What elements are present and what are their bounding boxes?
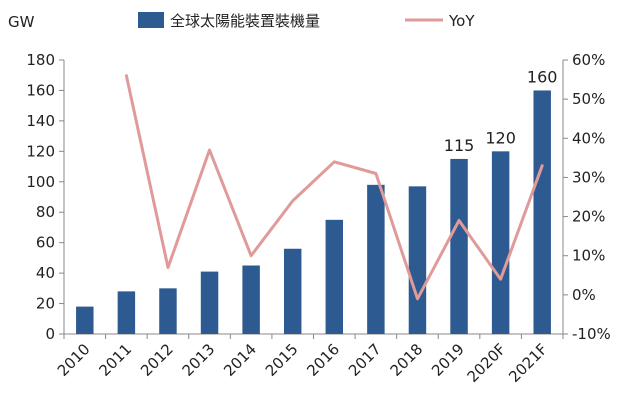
x-tick-label: 2010 bbox=[54, 340, 94, 380]
bar bbox=[325, 219, 344, 334]
x-tick-label: 2015 bbox=[262, 340, 302, 380]
bar bbox=[408, 186, 427, 334]
x-tick-label: 2021F bbox=[505, 340, 551, 386]
legend-label-bar: 全球太陽能裝置裝機量 bbox=[170, 12, 320, 30]
bar bbox=[200, 271, 219, 334]
y-tick-label-right: 40% bbox=[572, 129, 605, 147]
y-tick-label-left: 180 bbox=[26, 51, 55, 69]
y-tick-label-left: 80 bbox=[36, 203, 55, 221]
x-tick-label: 2019 bbox=[428, 340, 468, 380]
x-tick-label: 2020F bbox=[464, 340, 510, 386]
y-tick-label-right: -10% bbox=[572, 325, 611, 343]
x-tick-label: 2012 bbox=[137, 340, 177, 380]
x-tick-label: 2014 bbox=[220, 340, 260, 380]
data-label: 160 bbox=[527, 67, 558, 86]
y-tick-label-right: 60% bbox=[572, 51, 605, 69]
bar bbox=[117, 291, 136, 334]
data-label: 120 bbox=[485, 128, 516, 147]
y-tick-label-left: 20 bbox=[36, 295, 55, 313]
y-tick-label-left: 120 bbox=[26, 142, 55, 160]
bar bbox=[242, 265, 260, 334]
y-tick-label-right: 50% bbox=[572, 90, 605, 108]
legend-label-line: YoY bbox=[448, 12, 475, 30]
y-tick-label-left: 40 bbox=[36, 264, 55, 282]
bar bbox=[491, 151, 510, 334]
plot-area: 0 20 40 60 80 100 120 140 160 180 -10% 0% 10% 20% 30% 4… bbox=[26, 51, 610, 386]
data-label: 115 bbox=[444, 136, 475, 155]
x-tick-label: 2011 bbox=[95, 340, 135, 380]
y-tick-label-right: 20% bbox=[572, 208, 605, 226]
bar bbox=[159, 288, 177, 334]
bar bbox=[76, 306, 94, 334]
y-tick-label-right: 10% bbox=[572, 247, 605, 265]
x-tick-label: 2013 bbox=[179, 340, 219, 380]
x-tick-label: 2017 bbox=[345, 340, 385, 380]
x-tick-label: 2018 bbox=[387, 340, 427, 380]
bar bbox=[367, 184, 385, 334]
bar bbox=[533, 90, 551, 334]
legend: 全球太陽能裝置裝機量 YoY bbox=[138, 12, 475, 30]
y-tick-label-left: 0 bbox=[45, 325, 55, 343]
y-tick-label-left: 60 bbox=[36, 234, 55, 252]
y-tick-label-left: 140 bbox=[26, 112, 55, 130]
y-tick-label-left: 160 bbox=[26, 81, 55, 99]
y-tick-label-right: 0% bbox=[572, 286, 596, 304]
y-tick-label-right: 30% bbox=[572, 168, 605, 186]
yoy-line bbox=[124, 74, 544, 301]
x-tick-label: 2016 bbox=[303, 340, 343, 380]
y-axis-unit-label: GW bbox=[8, 13, 35, 31]
bar bbox=[283, 248, 302, 334]
y-tick-label-left: 100 bbox=[26, 173, 55, 191]
legend-swatch-bar bbox=[138, 12, 164, 28]
bar bbox=[450, 158, 468, 334]
